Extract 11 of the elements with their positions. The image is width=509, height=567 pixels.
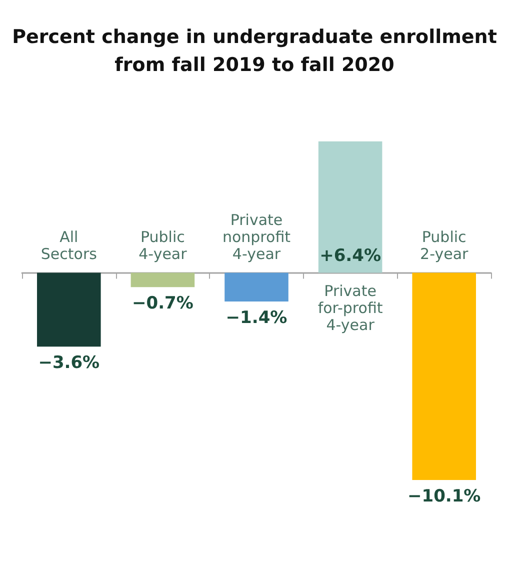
data-label: −1.4% [226, 308, 288, 328]
chart-title: Percent change in undergraduate enrollment from fall 2019 to fall 2020 [12, 26, 497, 76]
data-label: −10.1% [407, 486, 481, 507]
data-label: −3.6% [38, 353, 100, 374]
x-tick-label: Public 4-year [138, 228, 188, 264]
x-tick-label: Private for-profit 4-year [318, 282, 383, 334]
data-label: +6.4% [320, 246, 382, 266]
data-label: −0.7% [132, 294, 194, 314]
x-tick-label: Private nonprofit 4-year [222, 211, 291, 264]
x-tick-label: All Sectors [40, 228, 98, 264]
x-tick-label: Public 2-year [420, 228, 470, 264]
